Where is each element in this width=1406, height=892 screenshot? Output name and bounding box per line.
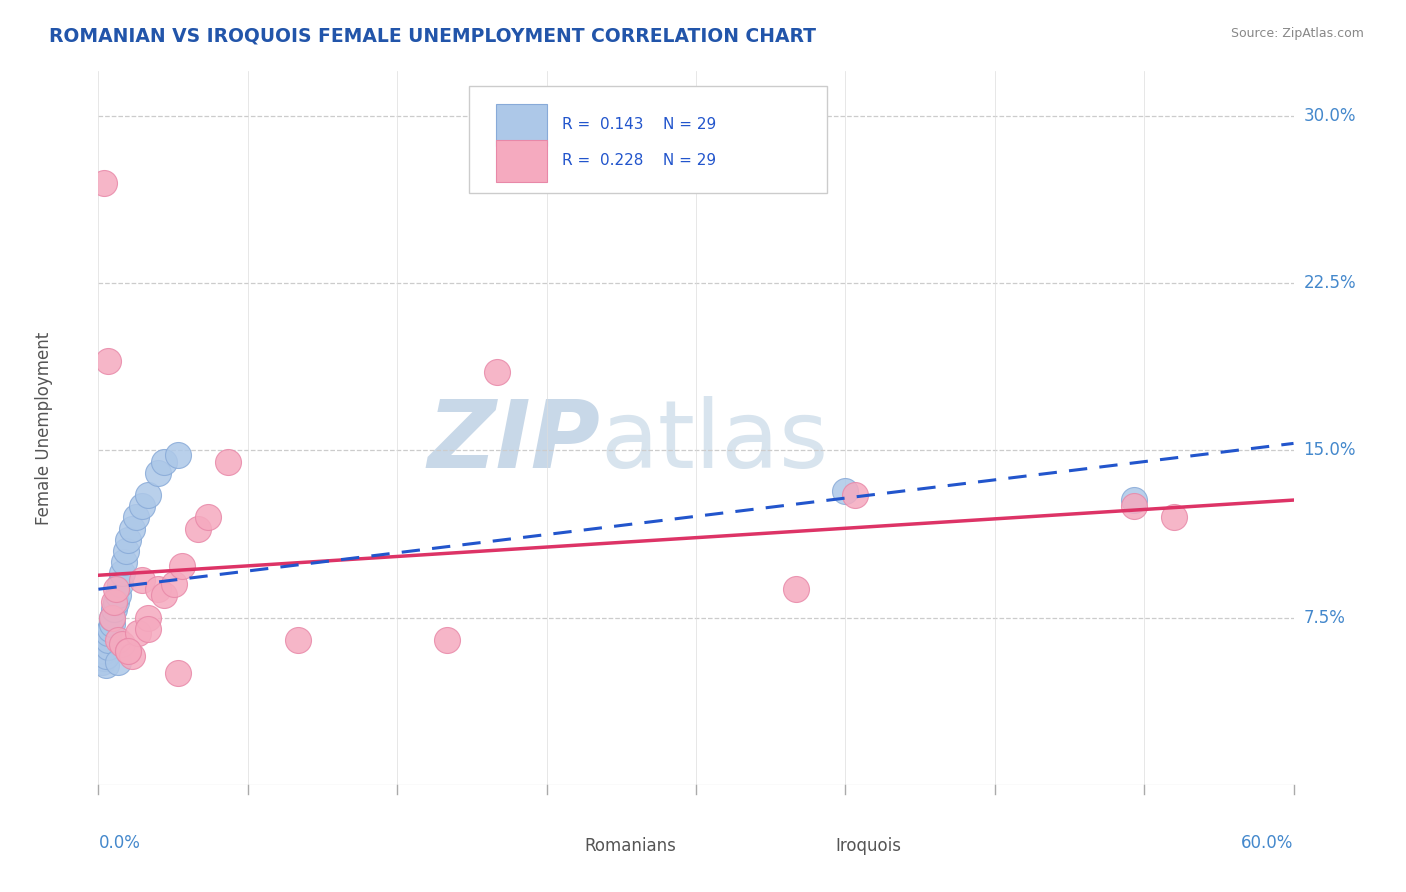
Point: [148, 582, 170, 596]
FancyBboxPatch shape: [496, 139, 547, 182]
FancyBboxPatch shape: [789, 830, 824, 861]
Point: [785, 582, 807, 596]
Text: R =  0.143    N = 29: R = 0.143 N = 29: [562, 118, 717, 132]
Point: [97, 633, 120, 648]
Point: [115, 544, 138, 558]
Point: [217, 455, 239, 469]
Point: [111, 566, 134, 581]
Point: [101, 617, 124, 632]
Text: Source: ZipAtlas.com: Source: ZipAtlas.com: [1230, 27, 1364, 40]
Point: [117, 533, 139, 547]
Point: [131, 500, 153, 514]
Point: [153, 589, 176, 603]
Point: [103, 595, 125, 609]
Text: Female Unemployment: Female Unemployment: [35, 332, 53, 524]
Point: [187, 521, 209, 535]
Point: [153, 455, 176, 469]
Point: [131, 573, 153, 587]
Text: atlas: atlas: [600, 396, 828, 489]
Text: 30.0%: 30.0%: [1303, 107, 1355, 125]
Point: [98, 622, 122, 636]
Point: [112, 555, 135, 569]
Point: [172, 559, 194, 574]
Point: [167, 448, 190, 462]
Point: [1123, 492, 1146, 507]
Point: [97, 640, 120, 654]
Point: [834, 483, 856, 498]
Text: Iroquois: Iroquois: [835, 837, 901, 855]
Point: [107, 589, 129, 603]
Point: [103, 601, 125, 615]
Point: [101, 611, 124, 625]
Point: [197, 510, 219, 524]
Point: [97, 626, 120, 640]
FancyBboxPatch shape: [470, 86, 828, 193]
FancyBboxPatch shape: [496, 103, 547, 146]
Point: [117, 644, 139, 658]
Point: [287, 633, 309, 648]
Text: ZIP: ZIP: [427, 396, 600, 489]
Point: [436, 633, 458, 648]
Text: 15.0%: 15.0%: [1303, 442, 1355, 459]
Point: [93, 176, 115, 190]
Text: 22.5%: 22.5%: [1303, 274, 1357, 293]
Point: [125, 510, 148, 524]
Point: [96, 648, 118, 663]
Point: [110, 577, 132, 591]
Text: Romanians: Romanians: [585, 837, 676, 855]
Point: [93, 644, 115, 658]
Text: 7.5%: 7.5%: [1303, 608, 1346, 627]
Point: [1163, 510, 1185, 524]
Point: [136, 611, 159, 625]
Point: [111, 637, 134, 651]
Point: [105, 595, 128, 609]
Text: 60.0%: 60.0%: [1241, 834, 1294, 852]
FancyBboxPatch shape: [538, 830, 572, 861]
Point: [136, 622, 159, 636]
Point: [121, 521, 143, 535]
Point: [1123, 500, 1146, 514]
Point: [844, 488, 866, 502]
Point: [485, 366, 508, 380]
Point: [127, 626, 149, 640]
Text: 0.0%: 0.0%: [98, 834, 141, 852]
Point: [101, 611, 124, 625]
Point: [97, 354, 120, 368]
Point: [91, 655, 114, 669]
Point: [96, 657, 118, 672]
Point: [107, 633, 129, 648]
Point: [105, 582, 128, 596]
Point: [93, 651, 115, 665]
Point: [121, 648, 143, 663]
Text: R =  0.228    N = 29: R = 0.228 N = 29: [562, 153, 716, 168]
Point: [167, 666, 190, 681]
Point: [163, 577, 186, 591]
Text: ROMANIAN VS IROQUOIS FEMALE UNEMPLOYMENT CORRELATION CHART: ROMANIAN VS IROQUOIS FEMALE UNEMPLOYMENT…: [49, 27, 817, 45]
Point: [136, 488, 159, 502]
Point: [117, 644, 139, 658]
Point: [148, 466, 170, 480]
Point: [107, 655, 129, 669]
